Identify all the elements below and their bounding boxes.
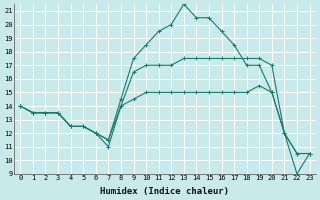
X-axis label: Humidex (Indice chaleur): Humidex (Indice chaleur) [100, 187, 229, 196]
